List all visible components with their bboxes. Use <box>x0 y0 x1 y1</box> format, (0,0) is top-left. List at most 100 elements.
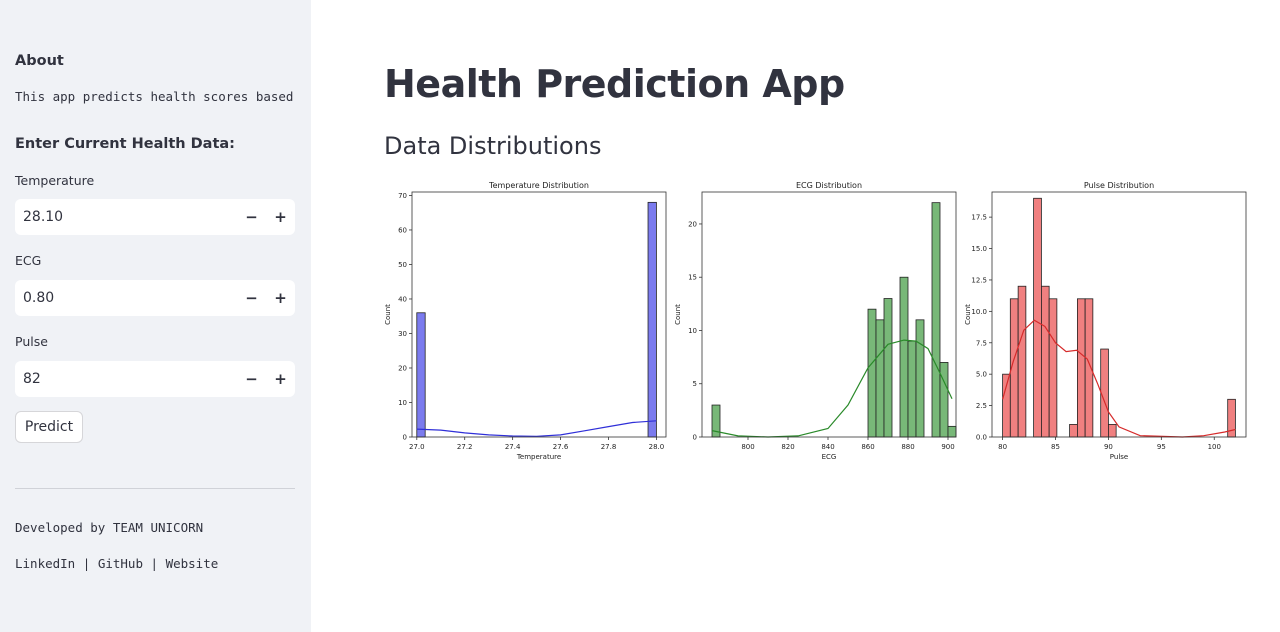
histogram-bar <box>1017 285 1027 438</box>
x-tick-label: 27.0 <box>409 443 425 451</box>
y-tick-label: 0 <box>403 434 407 442</box>
y-tick-label: 10 <box>398 399 407 407</box>
x-tick-label: 27.6 <box>553 443 569 451</box>
x-axis-label: ECG <box>822 453 837 461</box>
ecg-increment-button[interactable]: + <box>274 289 287 307</box>
x-tick-label: 80 <box>998 443 1007 451</box>
ecg-decrement-button[interactable]: − <box>245 289 258 307</box>
ecg-value[interactable]: 0.80 <box>23 290 55 306</box>
ecg-label: ECG <box>15 253 42 268</box>
y-axis-label: Count <box>384 304 392 325</box>
x-tick-label: 900 <box>941 443 954 451</box>
temperature-label: Temperature <box>15 173 95 188</box>
y-tick-label: 15.0 <box>971 245 987 253</box>
temperature-input[interactable]: 28.10 − + <box>15 199 295 235</box>
pulse-decrement-button[interactable]: − <box>245 370 258 388</box>
histogram-bar <box>875 319 885 438</box>
chart-title: Pulse Distribution <box>1084 181 1154 190</box>
website-link[interactable]: Website <box>165 556 219 571</box>
histogram-bar <box>416 312 426 438</box>
temperature-decrement-button[interactable]: − <box>245 208 258 226</box>
github-link[interactable]: GitHub <box>97 556 143 571</box>
histogram-bar <box>899 276 909 438</box>
histogram-bar <box>867 308 877 438</box>
x-tick-label: 100 <box>1208 443 1221 451</box>
histogram-bar <box>1033 197 1042 438</box>
histogram-bar <box>1041 285 1050 438</box>
y-tick-label: 7.5 <box>976 339 987 347</box>
link-separator: | <box>82 556 91 571</box>
page-title: Health Prediction App <box>384 62 845 106</box>
x-tick-label: 85 <box>1051 443 1060 451</box>
ecg-input[interactable]: 0.80 − + <box>15 280 295 316</box>
x-tick-label: 820 <box>781 443 794 451</box>
y-tick-label: 30 <box>398 330 407 338</box>
sidebar-divider <box>15 488 295 489</box>
x-tick-label: 27.4 <box>505 443 521 451</box>
y-axis-label: Count <box>964 304 972 325</box>
y-tick-label: 40 <box>398 295 407 303</box>
temperature-value[interactable]: 28.10 <box>23 209 64 225</box>
sidebar: About This app predicts health scores ba… <box>0 0 311 632</box>
histogram-bar <box>647 201 657 438</box>
kde-line <box>1002 319 1236 438</box>
distribution-charts: 27.0 27.2 27.4 27.6 27.8 28.0 0 10 20 30 40 50 60 70 T… <box>384 176 1254 466</box>
linkedin-link[interactable]: LinkedIn <box>15 556 76 571</box>
y-axis-label: Count <box>674 304 682 325</box>
histogram-bar <box>883 298 893 438</box>
y-tick-label: 5 <box>693 380 697 388</box>
predict-button[interactable]: Predict <box>15 411 83 443</box>
y-tick-label: 60 <box>398 226 407 234</box>
x-axis-label: Temperature <box>516 453 561 461</box>
plot-frame <box>701 191 957 438</box>
developed-by-text: Developed by TEAM UNICORN <box>15 520 204 535</box>
x-tick-label: 95 <box>1157 443 1166 451</box>
pulse-label: Pulse <box>15 334 48 349</box>
y-tick-label: 10 <box>688 327 697 335</box>
x-tick-label: 880 <box>901 443 914 451</box>
link-separator: | <box>150 556 159 571</box>
about-text: This app predicts health scores based <box>15 89 294 104</box>
histogram-bar <box>947 425 957 438</box>
histogram-bar <box>1084 298 1094 438</box>
histogram-bar <box>1069 424 1078 438</box>
distribution-charts-svg: 27.0 27.2 27.4 27.6 27.8 28.0010203040506070T… <box>384 181 1247 461</box>
x-tick-label: 840 <box>821 443 834 451</box>
pulse-increment-button[interactable]: + <box>274 370 287 388</box>
y-tick-label: 50 <box>398 261 407 269</box>
histogram-bar <box>915 319 925 438</box>
section-title: Data Distributions <box>384 132 602 160</box>
y-tick-label: 10.0 <box>971 308 987 316</box>
y-tick-label: 20 <box>688 220 697 228</box>
x-tick-label: 800 <box>741 443 754 451</box>
histogram-bar <box>1100 348 1109 438</box>
y-tick-label: 15 <box>688 274 697 282</box>
plot-frame <box>411 191 667 438</box>
about-heading: About <box>15 53 64 69</box>
histogram-bar <box>939 362 949 438</box>
y-tick-label: 12.5 <box>971 276 987 284</box>
histogram-bar <box>1077 298 1086 438</box>
pulse-value[interactable]: 82 <box>23 371 41 387</box>
y-tick-label: 17.5 <box>971 214 987 222</box>
temperature-increment-button[interactable]: + <box>274 208 287 226</box>
y-tick-label: 5.0 <box>976 371 987 379</box>
input-heading: Enter Current Health Data: <box>15 136 235 152</box>
plot-frame <box>991 191 1247 438</box>
histogram-bar <box>1048 298 1058 438</box>
x-tick-label: 90 <box>1104 443 1113 451</box>
x-axis-label: Pulse <box>1110 453 1128 461</box>
histogram-bar <box>1108 424 1117 438</box>
x-tick-label: 27.8 <box>601 443 617 451</box>
chart-title: ECG Distribution <box>796 181 862 190</box>
chart-title: Temperature Distribution <box>488 181 589 190</box>
footer-links: LinkedIn | GitHub | Website <box>15 556 218 571</box>
histogram-bar <box>907 340 917 438</box>
pulse-input[interactable]: 82 − + <box>15 361 295 397</box>
y-tick-label: 0 <box>693 434 697 442</box>
x-tick-label: 860 <box>861 443 874 451</box>
y-tick-label: 0.0 <box>976 434 987 442</box>
y-tick-label: 70 <box>398 192 407 200</box>
y-tick-label: 20 <box>398 364 407 372</box>
kde-line <box>416 420 657 437</box>
